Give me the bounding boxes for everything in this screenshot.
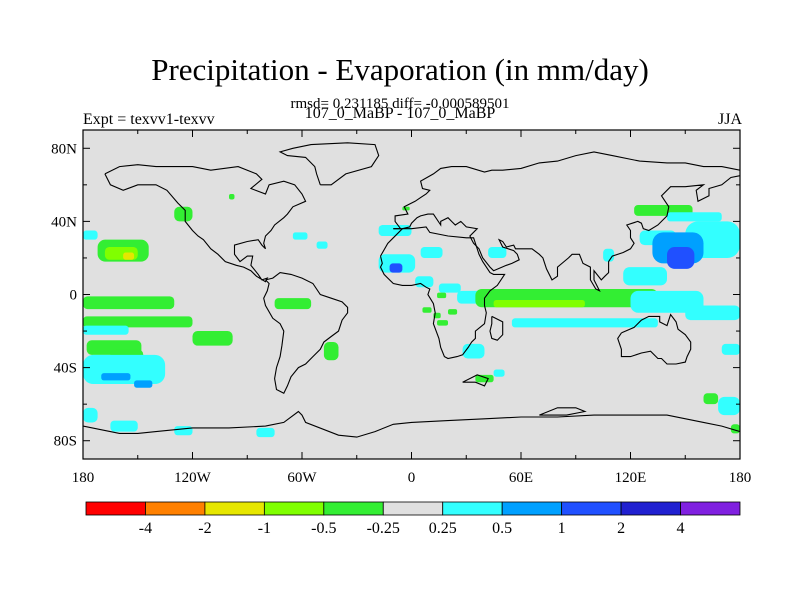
field-region bbox=[448, 309, 458, 315]
field-region bbox=[420, 246, 443, 258]
colorbar-swatch bbox=[145, 501, 206, 516]
field-region bbox=[83, 296, 175, 310]
field-region bbox=[389, 263, 403, 273]
field-region bbox=[323, 342, 339, 361]
colorbar-label: -4 bbox=[139, 520, 152, 537]
y-tick-label: 40S bbox=[54, 361, 77, 377]
field-region bbox=[623, 267, 667, 286]
field-region bbox=[256, 427, 275, 438]
field-region bbox=[316, 241, 328, 249]
colorbar-swatch bbox=[620, 501, 681, 516]
coastline bbox=[539, 407, 587, 416]
field-region bbox=[274, 298, 312, 310]
coastline bbox=[489, 315, 504, 341]
field-region bbox=[703, 393, 719, 405]
coastlines bbox=[83, 142, 740, 438]
field-region bbox=[101, 373, 131, 381]
x-axis: 180 120W 60W 0 60E 120E 180 bbox=[72, 130, 752, 486]
chart-subtitle: rmsd= 0.231185 diff= -0.000589501 bbox=[290, 96, 510, 112]
chart-title: Precipitation - Evaporation (in mm/day) bbox=[151, 52, 649, 87]
coastline bbox=[278, 142, 380, 186]
field-region bbox=[721, 343, 740, 355]
colorbar-swatch bbox=[680, 501, 741, 516]
field-region bbox=[83, 316, 193, 328]
coastline bbox=[393, 151, 740, 230]
x-tick-label: 0 bbox=[408, 470, 416, 486]
x-tick-label: 60E bbox=[509, 470, 533, 486]
field-region bbox=[134, 380, 153, 388]
field-region bbox=[488, 246, 507, 258]
colorbar-label: -0.25 bbox=[367, 520, 400, 537]
coastline bbox=[104, 164, 307, 283]
field-region bbox=[174, 426, 193, 436]
field-region bbox=[83, 325, 129, 335]
coastline bbox=[379, 226, 506, 360]
colorbar-swatch bbox=[382, 501, 444, 516]
x-tick-label: 180 bbox=[72, 470, 95, 486]
x-tick-label: 60W bbox=[287, 470, 317, 486]
colorbar-swatch bbox=[501, 501, 563, 516]
colorbar-label: 4 bbox=[677, 520, 685, 537]
y-tick-label: 40N bbox=[51, 214, 77, 230]
field-region bbox=[83, 407, 98, 423]
season-label: JJA bbox=[717, 111, 742, 128]
field-region bbox=[174, 206, 193, 222]
field-region bbox=[110, 420, 138, 432]
coastline bbox=[462, 374, 489, 387]
field-region bbox=[123, 252, 135, 260]
colorbar-label: 0.5 bbox=[492, 520, 512, 537]
y-tick-label: 80S bbox=[54, 434, 77, 450]
colorbar-swatch bbox=[204, 501, 265, 516]
colorbar-swatch bbox=[323, 501, 384, 516]
colorbar-label: 2 bbox=[617, 520, 625, 537]
coastline bbox=[83, 410, 740, 438]
y-axis: 80N 40N 0 40S 80S bbox=[51, 141, 740, 450]
coastline bbox=[393, 175, 740, 293]
colorbar-swatch bbox=[442, 501, 503, 516]
field-region bbox=[378, 225, 412, 237]
field-region bbox=[475, 374, 494, 383]
x-tick-label: 180 bbox=[729, 470, 752, 486]
field-region bbox=[83, 230, 98, 240]
colorbar-swatch bbox=[263, 501, 325, 516]
field-region bbox=[438, 283, 461, 293]
x-tick-label: 120E bbox=[615, 470, 647, 486]
field-region bbox=[437, 320, 448, 326]
field-region bbox=[437, 292, 447, 299]
field-region bbox=[192, 331, 233, 346]
field-region bbox=[511, 318, 658, 328]
colorbar-label: -1 bbox=[258, 520, 271, 537]
field-region bbox=[667, 246, 695, 269]
field-region bbox=[493, 299, 585, 308]
field-region bbox=[718, 396, 740, 416]
colorbar-swatch bbox=[85, 501, 146, 516]
field-region bbox=[685, 305, 740, 321]
field-region bbox=[630, 290, 704, 313]
colorbar-label: -0.5 bbox=[311, 520, 336, 537]
colorbar-label: 0.25 bbox=[429, 520, 457, 537]
field-region bbox=[603, 248, 615, 262]
field-regions bbox=[83, 193, 740, 438]
coastline bbox=[263, 272, 349, 394]
field-region bbox=[493, 369, 505, 377]
colorbar-label: -2 bbox=[198, 520, 211, 537]
field-region bbox=[292, 232, 308, 240]
coastline bbox=[617, 313, 692, 365]
colorbar: -4 -2 -1 -0.5 -0.25 0.25 0.5 1 2 4 bbox=[85, 501, 741, 537]
colorbar-label: 1 bbox=[558, 520, 566, 537]
field-region bbox=[422, 307, 432, 313]
y-tick-label: 80N bbox=[51, 141, 77, 157]
period-label: 107_0_MaBP - 107_0_MaBP bbox=[304, 105, 496, 122]
field-region bbox=[667, 212, 722, 222]
colorbar-swatch bbox=[561, 501, 622, 516]
field-region bbox=[415, 276, 434, 288]
x-tick-label: 120W bbox=[174, 470, 212, 486]
experiment-label: Expt = texvv1-texvv bbox=[83, 111, 215, 128]
field-region bbox=[229, 193, 235, 200]
y-tick-label: 0 bbox=[70, 288, 78, 304]
